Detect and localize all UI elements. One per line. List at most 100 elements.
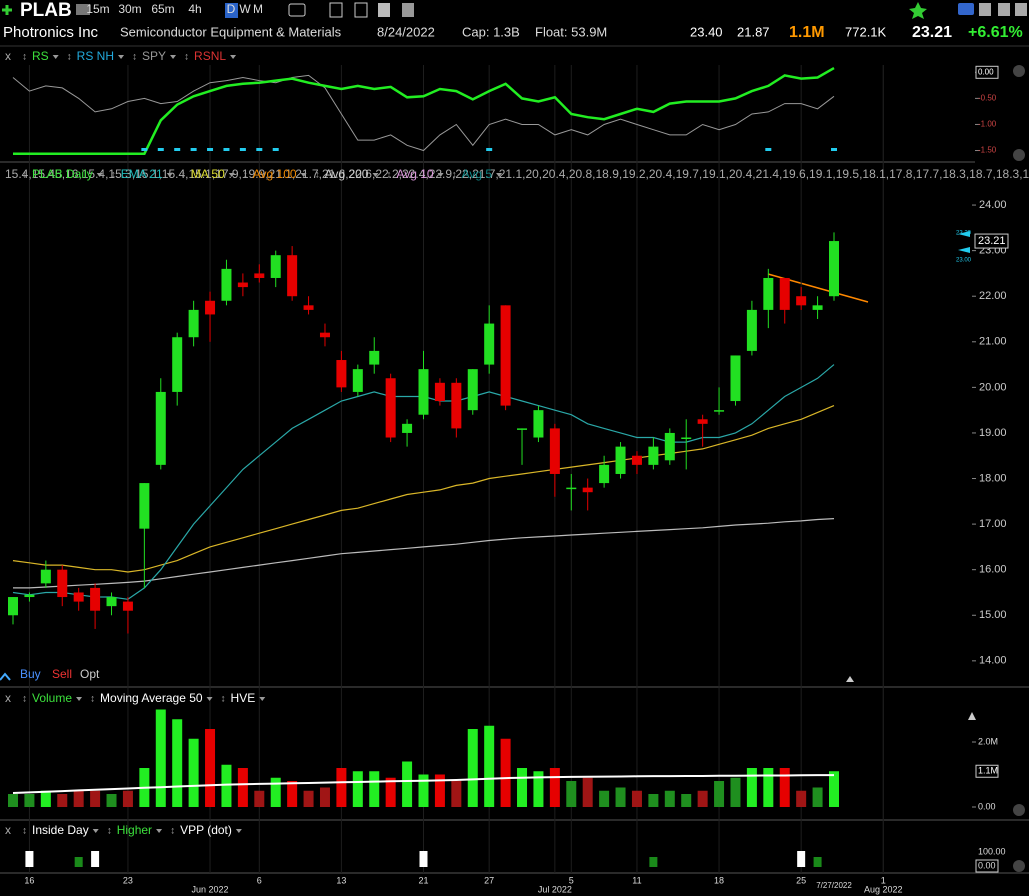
symbol[interactable]: PLAB: [20, 0, 72, 21]
icon[interactable]: [979, 3, 991, 16]
candle-body: [664, 432, 675, 461]
icon[interactable]: [354, 2, 368, 18]
legend-item[interactable]: Inside Day: [32, 823, 89, 837]
legend-item[interactable]: HVE: [231, 691, 256, 705]
legend-item[interactable]: Volume: [32, 691, 72, 705]
timeframe[interactable]: W: [239, 2, 251, 16]
close-button[interactable]: x: [5, 823, 11, 837]
legend-menu[interactable]: [118, 55, 125, 59]
legend-arrow: ↕: [22, 826, 27, 837]
legend-item[interactable]: RSNL: [194, 49, 226, 63]
legend-arrow: ↕: [243, 170, 248, 181]
volume-bar: [500, 738, 511, 807]
timeframe[interactable]: 30m: [118, 2, 141, 16]
volume-bar: [8, 794, 18, 807]
legend-item[interactable]: RS NH: [77, 49, 114, 63]
legend-menu[interactable]: [372, 173, 379, 177]
icon[interactable]: [329, 2, 343, 18]
volume: 1.1M: [789, 24, 825, 41]
x-tick-label: Aug 2022: [864, 884, 903, 894]
icon[interactable]: [402, 3, 414, 17]
scroll-button[interactable]: [1013, 804, 1025, 816]
volume-bar: [385, 777, 396, 807]
icon[interactable]: [288, 3, 306, 17]
legend-item[interactable]: Moving Average 50: [100, 691, 203, 705]
trade-button[interactable]: Opt: [80, 667, 100, 681]
trade-button[interactable]: Sell: [52, 667, 72, 681]
close-button[interactable]: x: [5, 691, 11, 705]
candle-body: [90, 587, 101, 611]
volume-bar: [582, 777, 593, 807]
legend-arrow: ↕: [184, 52, 189, 63]
legend-menu[interactable]: [166, 173, 173, 177]
date: 8/24/2022: [377, 24, 435, 39]
close-button[interactable]: x: [5, 49, 11, 63]
volume-bar: [221, 764, 232, 807]
rs-nh-dot: [190, 148, 197, 151]
volume-bar: [796, 790, 807, 807]
legend-menu[interactable]: [230, 55, 237, 59]
icon[interactable]: [958, 3, 974, 15]
volume-bar: [615, 787, 626, 807]
legend-item[interactable]: Higher: [117, 823, 152, 837]
trade-button[interactable]: Buy: [20, 667, 41, 681]
icon[interactable]: [1015, 3, 1027, 16]
legend-menu[interactable]: [300, 173, 307, 177]
legend-item[interactable]: Avg 10: [396, 167, 433, 181]
timeframe[interactable]: 65m: [151, 2, 174, 16]
icon[interactable]: [76, 4, 90, 15]
scroll-button[interactable]: [1013, 149, 1025, 161]
legend-menu[interactable]: [96, 173, 103, 177]
legend-menu[interactable]: [76, 697, 83, 701]
value-box: [975, 859, 999, 873]
candle-body: [714, 410, 725, 412]
candle-body: [418, 369, 429, 415]
icon[interactable]: [378, 3, 390, 17]
legend-menu[interactable]: [52, 55, 59, 59]
legend-item[interactable]: VPP (dot): [180, 823, 232, 837]
scroll-marker[interactable]: [846, 676, 854, 682]
legend-menu[interactable]: [235, 829, 242, 833]
legend-menu[interactable]: [170, 55, 177, 59]
legend-item[interactable]: Avg 5: [462, 167, 493, 181]
legend-menu[interactable]: [92, 829, 99, 833]
candle-body: [24, 594, 35, 598]
legend-menu[interactable]: [496, 173, 503, 177]
legend-item[interactable]: EMA 21: [121, 167, 163, 181]
legend-item[interactable]: SPY: [142, 49, 166, 63]
legend-menu[interactable]: [259, 697, 266, 701]
scroll-button[interactable]: [1013, 65, 1025, 77]
icon[interactable]: [998, 3, 1010, 16]
change: +6.61%: [968, 24, 1023, 41]
side-label: 23.00: [956, 258, 972, 264]
close-button[interactable]: 15.4,15.45,16,15.4,15.3,15.1,15.4,15.1,1…: [5, 167, 1029, 181]
legend-menu[interactable]: [206, 697, 213, 701]
legend-item[interactable]: RS: [32, 49, 49, 63]
x-tick-label: 16: [24, 875, 34, 885]
timeframe[interactable]: 15m: [86, 2, 109, 16]
add-icon[interactable]: [2, 5, 12, 15]
legend-item[interactable]: Avg 200: [325, 167, 369, 181]
volume-bar: [697, 790, 708, 807]
timeframe[interactable]: D: [227, 2, 236, 16]
timeframe[interactable]: M: [253, 2, 263, 16]
legend-item[interactable]: MA 50: [191, 167, 225, 181]
volume-bar: [648, 794, 659, 807]
legend-item[interactable]: Avg 100: [253, 167, 297, 181]
x-tick-label: 13: [336, 875, 346, 885]
volume-bar: [287, 781, 298, 807]
scroll-button[interactable]: [1013, 860, 1025, 872]
legend-item[interactable]: PLAB Daily: [32, 167, 93, 181]
legend-menu[interactable]: [156, 829, 163, 833]
y-tick-label: -0.50: [978, 93, 997, 102]
star-icon[interactable]: [909, 2, 927, 19]
candle-body: [796, 296, 807, 306]
legend-menu[interactable]: [228, 173, 235, 177]
volume-bar: [402, 761, 413, 807]
timeframe[interactable]: 4h: [188, 2, 201, 16]
high: 23.40: [690, 24, 723, 39]
candle-body: [484, 323, 495, 365]
y-tick-label: 16.00: [979, 564, 1007, 576]
candle-body: [599, 464, 610, 484]
legend-menu[interactable]: [437, 173, 444, 177]
